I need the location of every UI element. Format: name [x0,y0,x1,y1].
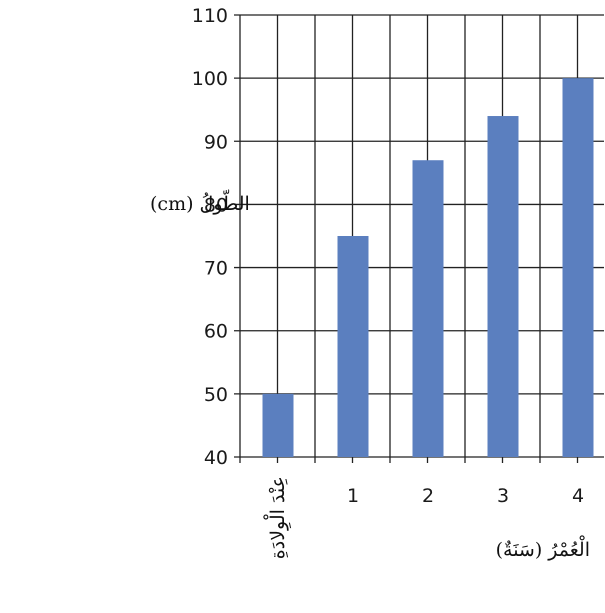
x-tick-label: 1 [347,485,359,507]
y-tick-label: 100 [192,68,228,90]
chart-bars [262,78,594,458]
x-axis-label: الْعُمْرُ (سَنَةٌ) [496,535,590,561]
y-tick-label: 90 [204,131,228,153]
y-tick-label: 70 [204,258,228,280]
x-axis-ticks: عِنْدَ الْوِلادَةِ 1 2 3 4 [263,476,584,559]
bar-1 [337,236,369,457]
bar-0 [262,393,294,457]
y-tick-label: 40 [204,447,228,469]
x-tick-label: عِنْدَ الْوِلادَةِ [263,476,292,559]
y-tick-label: 110 [192,5,228,27]
x-tick-label: 3 [497,485,509,507]
bar-2 [412,160,444,457]
x-tick-label: 2 [422,485,434,507]
y-tick-label: 50 [204,384,228,406]
y-axis-ticks: 40 50 60 70 80 90 100 110 [192,5,228,469]
y-tick-label: 80 [204,194,228,216]
bar-4 [562,78,594,458]
y-tick-label: 60 [204,321,228,343]
y-axis-label: الطّولُ (cm) [150,189,250,215]
bar-3 [487,116,519,458]
x-tick-label: 4 [572,485,584,507]
